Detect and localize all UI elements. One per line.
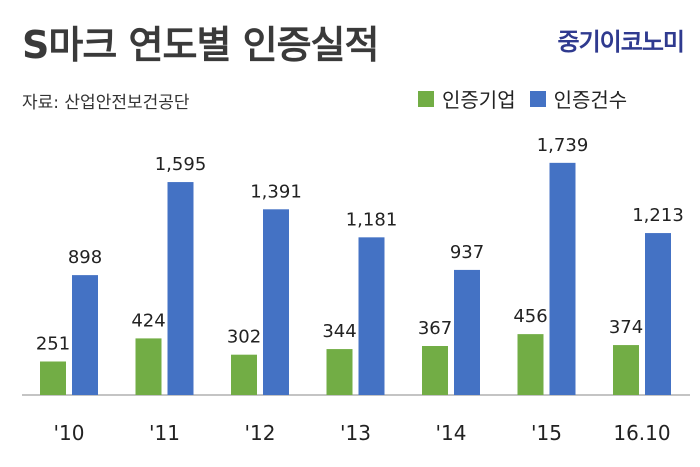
- bar-companies-5: [517, 334, 544, 395]
- source-note: 자료: 산업안전보건공단: [22, 93, 190, 113]
- x-tick-label-5: '15: [531, 421, 562, 445]
- bar-companies-2: [231, 354, 257, 395]
- bar-companies-0: [40, 361, 66, 395]
- data-label-certifications-3: 1,181: [346, 209, 398, 230]
- legend-swatch-certifications: [529, 90, 546, 107]
- data-label-companies-3: 344: [322, 321, 356, 342]
- data-label-certifications-5: 1,739: [537, 135, 589, 156]
- x-tick-label-2: '12: [245, 421, 276, 445]
- bar-companies-3: [326, 349, 353, 395]
- legend-item-certifications: 인증건수: [529, 84, 628, 113]
- data-label-certifications-0: 898: [68, 247, 102, 268]
- data-label-companies-6: 374: [609, 317, 643, 338]
- bar-certifications-6: [645, 233, 671, 395]
- data-label-companies-2: 302: [227, 327, 261, 348]
- chart-title: S마크 연도별 인증실적: [22, 23, 379, 67]
- data-label-certifications-4: 937: [450, 242, 484, 263]
- bar-certifications-5: [549, 162, 576, 395]
- legend-label-companies: 인증기업: [442, 88, 516, 112]
- x-tick-label-4: '14: [436, 421, 467, 445]
- bar-certifications-2: [263, 209, 289, 395]
- data-label-companies-1: 424: [131, 310, 165, 331]
- legend: 인증기업 인증건수: [418, 84, 627, 113]
- x-tick-label-0: '10: [54, 421, 85, 445]
- brand-logo: 중기이코노미: [557, 28, 685, 56]
- bar-companies-4: [422, 346, 448, 395]
- data-label-companies-4: 367: [418, 318, 452, 339]
- bar-certifications-0: [72, 275, 98, 395]
- bar-companies-1: [135, 338, 162, 395]
- legend-item-companies: 인증기업: [418, 84, 516, 113]
- bar-certifications-3: [358, 237, 385, 395]
- x-tick-label-6: 16.10: [613, 421, 670, 445]
- bar-companies-6: [613, 345, 639, 395]
- data-label-certifications-6: 1,213: [632, 205, 684, 226]
- data-label-companies-0: 251: [36, 333, 70, 354]
- bar-certifications-4: [454, 269, 480, 395]
- data-label-certifications-2: 1,391: [250, 181, 302, 202]
- data-label-certifications-1: 1,595: [155, 154, 207, 175]
- x-tick-label-1: '11: [149, 421, 180, 445]
- legend-label-certifications: 인증건수: [553, 88, 628, 112]
- bar-certifications-1: [167, 182, 194, 395]
- x-tick-label-3: '13: [340, 421, 371, 445]
- data-label-companies-5: 456: [513, 306, 547, 327]
- legend-swatch-companies: [418, 90, 434, 107]
